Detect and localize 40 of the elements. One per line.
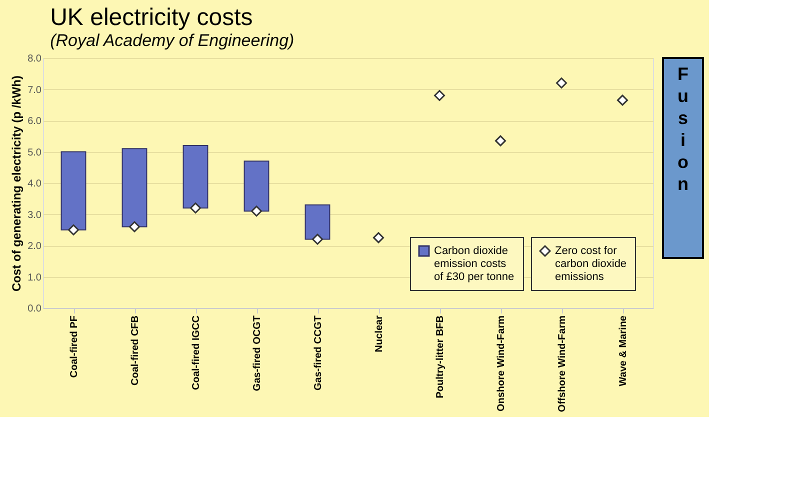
point <box>129 221 140 232</box>
x-tick-label: Onshore Wind-Farm <box>496 315 507 412</box>
y-tick-label: 5.0 <box>28 147 42 158</box>
bar <box>182 145 208 208</box>
x-tick-label: Coal-fired CFB <box>130 316 141 386</box>
x-tick-label: Gas-fired OCGT <box>252 316 263 392</box>
point <box>312 234 323 245</box>
x-tick-label: Nuclear <box>374 315 385 352</box>
x-tick-label: Poultry-litter BFB <box>435 316 446 398</box>
bar <box>122 148 148 228</box>
y-tick-label: 7.0 <box>28 84 42 96</box>
point <box>68 224 79 236</box>
x-tick-label: Coal-fired PF <box>69 316 80 378</box>
y-tick-label: 4.0 <box>28 178 42 190</box>
bar <box>244 160 270 212</box>
bar <box>304 204 330 240</box>
point <box>556 78 567 88</box>
bar <box>60 151 86 230</box>
legend-label: Zero cost for carbon dioxide emissions <box>555 245 627 283</box>
chart-title: UK electricity costs <box>50 4 253 31</box>
point <box>617 94 628 106</box>
legend-label: Carbon dioxide emission costs of £30 per tonne <box>434 245 514 283</box>
x-tick-label: Offshore Wind-Farm <box>557 315 568 412</box>
point <box>373 232 384 244</box>
y-tick-label: 0.0 <box>28 304 42 314</box>
y-tick-label: 2.0 <box>28 241 42 252</box>
y-tick-label: 3.0 <box>28 210 42 221</box>
y-axis-title: Cost of generating electricity (p /kWh) <box>10 75 24 292</box>
y-tick-label: 8.0 <box>28 54 42 64</box>
point <box>434 90 445 101</box>
y-tick-label: 1.0 <box>28 272 42 284</box>
point <box>190 202 201 214</box>
x-tick-label: Gas-fired CCGT <box>313 316 324 391</box>
y-tick-label: 6.0 <box>28 116 42 127</box>
x-tick-label: Coal-fired IGCC <box>191 316 202 390</box>
point <box>251 206 262 217</box>
text: Fusion <box>678 64 688 194</box>
point <box>495 135 506 146</box>
x-tick-label: Wave & Marine <box>618 315 629 386</box>
chart-subtitle: (Royal Academy of Engineering) <box>50 31 294 50</box>
